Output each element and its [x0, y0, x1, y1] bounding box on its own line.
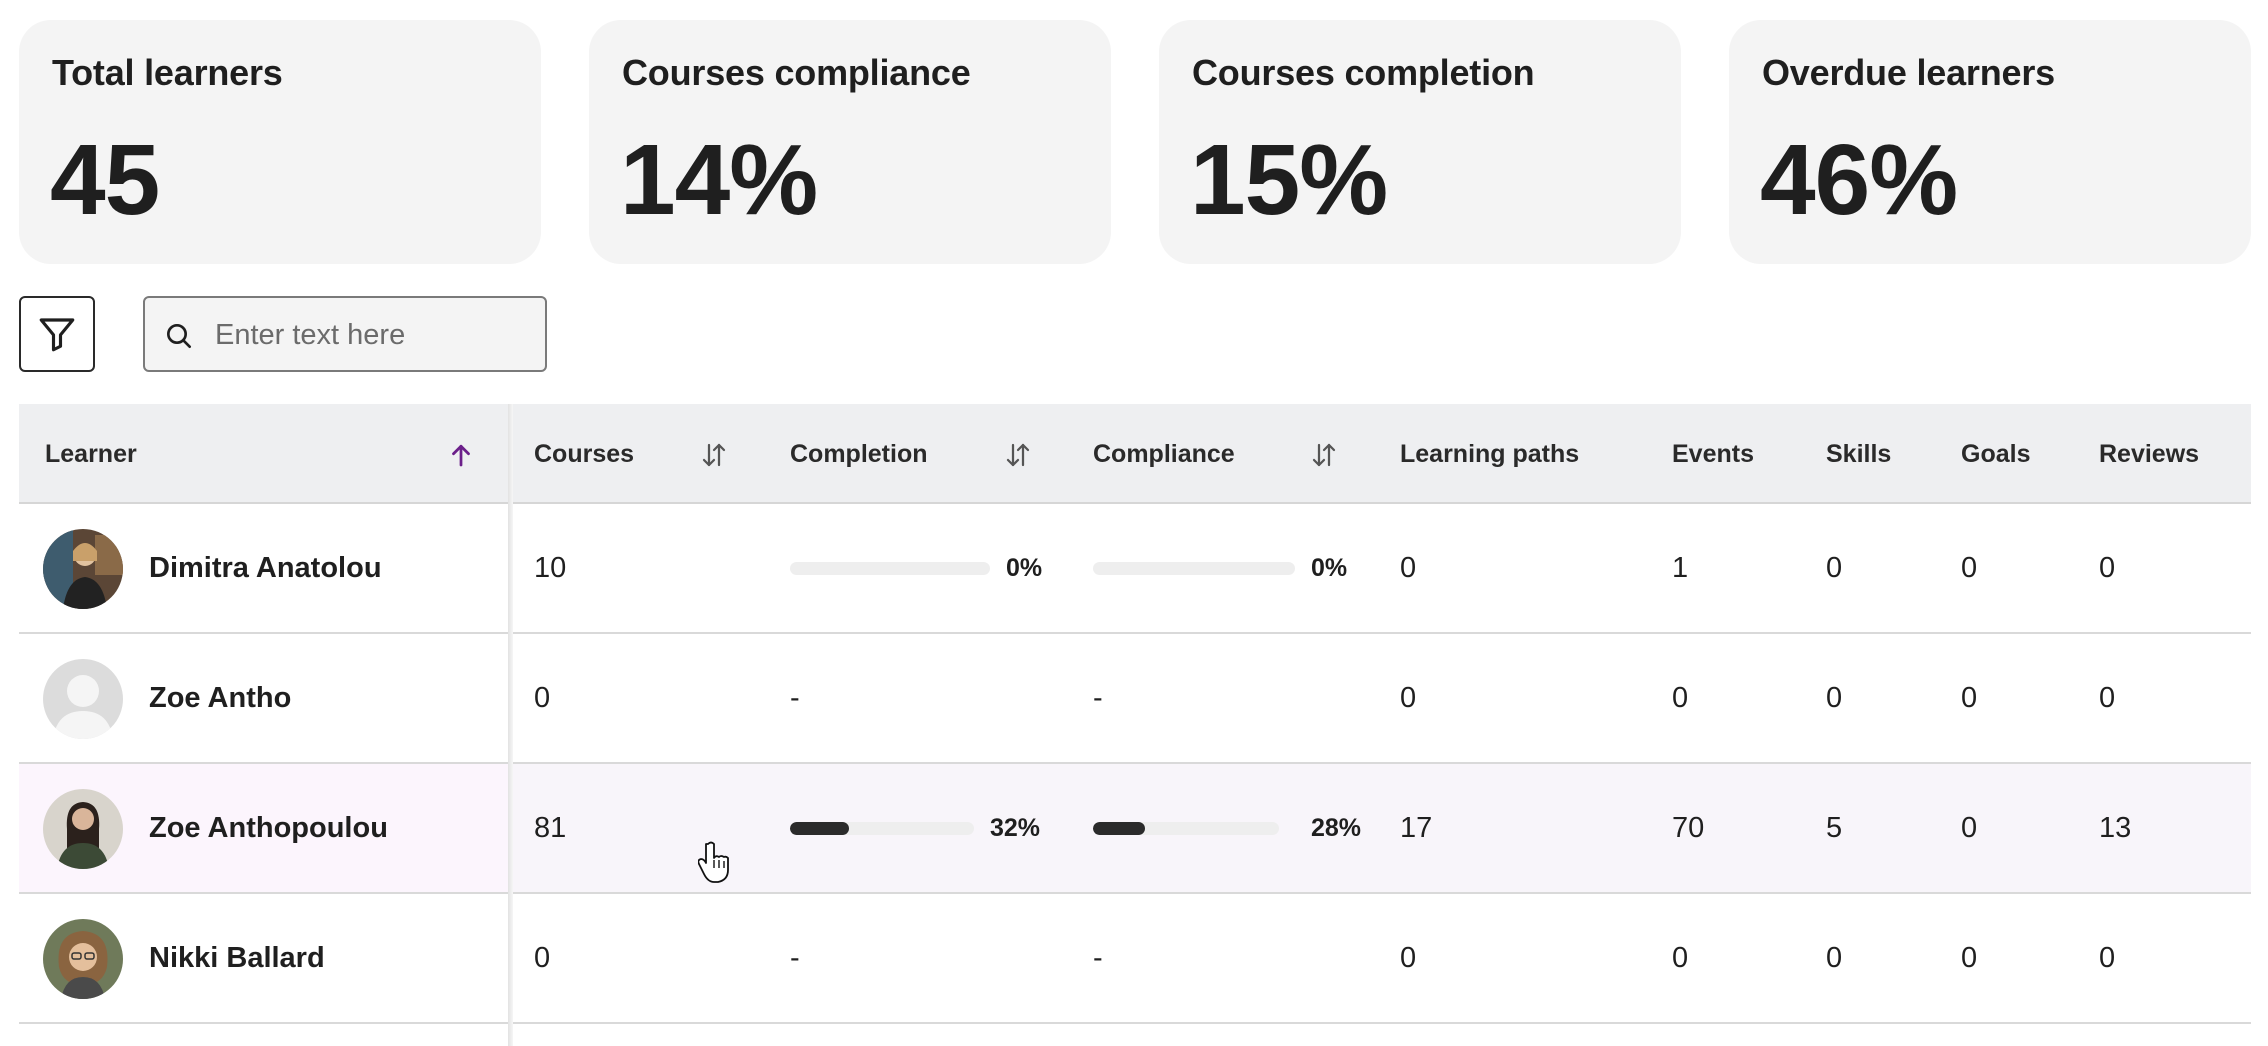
- learners-table: Learner Courses Completion: [19, 404, 2251, 1046]
- reviews-cell: 0: [2099, 551, 2116, 584]
- learner-name[interactable]: Zoe Antho: [149, 681, 292, 714]
- column-header-reviews: Reviews: [2099, 404, 2199, 504]
- progress-fill: [1093, 822, 1146, 835]
- sort-both-icon[interactable]: [1309, 440, 1339, 470]
- stat-card-courses-compliance: Courses compliance 14%: [589, 20, 1111, 264]
- goals-cell: 0: [1961, 811, 1978, 844]
- column-header-learner[interactable]: Learner: [45, 404, 137, 504]
- column-header-events: Events: [1672, 404, 1754, 504]
- table-row[interactable]: Zoe Antho 0 - - 0 0 0 0 0: [19, 634, 2251, 764]
- column-header-goals: Goals: [1961, 404, 2030, 504]
- progress-fill: [790, 822, 849, 835]
- completion-progress-bar: [790, 822, 974, 835]
- column-header-label: Reviews: [2099, 439, 2200, 468]
- completion-cell: -: [790, 941, 800, 974]
- learner-cell[interactable]: Nikki Ballard: [19, 894, 511, 1022]
- skills-cell: 0: [1826, 681, 1843, 714]
- learning-paths-cell: 0: [1400, 941, 1417, 974]
- completion-cell: -: [790, 681, 800, 714]
- stat-card-value: 45: [50, 124, 160, 236]
- filter-icon: [39, 318, 75, 352]
- learner-cell[interactable]: Zoe Antho: [19, 634, 511, 762]
- search-icon: [167, 324, 191, 348]
- column-header-label: Learner: [45, 439, 137, 468]
- table-header: Learner Courses Completion: [19, 404, 2251, 504]
- compliance-percent: 0%: [1311, 553, 1348, 582]
- courses-cell: 0: [534, 681, 551, 714]
- filter-button[interactable]: [19, 296, 95, 372]
- column-header-learning-paths: Learning paths: [1400, 404, 1579, 504]
- events-cell: 1: [1672, 551, 1689, 584]
- table-row[interactable]: Zoe Anthopoulou 81 32% 28% 17 70 5 0 13: [19, 764, 2251, 894]
- completion-percent: 32%: [990, 813, 1041, 842]
- goals-cell: 0: [1961, 551, 1978, 584]
- completion-progress-bar: [790, 562, 990, 575]
- stat-card-value: 15%: [1190, 124, 1388, 236]
- goals-cell: 0: [1961, 941, 1978, 974]
- reviews-cell: 13: [2099, 811, 2132, 844]
- column-header-courses[interactable]: Courses: [534, 404, 634, 504]
- learning-paths-cell: 17: [1400, 811, 1433, 844]
- skills-cell: 5: [1826, 811, 1843, 844]
- reviews-cell: 0: [2099, 681, 2116, 714]
- sticky-column-divider: [508, 404, 513, 1046]
- sort-both-icon[interactable]: [1003, 440, 1033, 470]
- column-header-label: Compliance: [1093, 439, 1235, 468]
- compliance-progress-bar: [1093, 822, 1279, 835]
- column-header-compliance[interactable]: Compliance: [1093, 404, 1235, 504]
- completion-percent: 0%: [1006, 553, 1043, 582]
- courses-cell: 81: [534, 811, 567, 844]
- search-input[interactable]: [215, 308, 535, 362]
- stat-card-title: Courses completion: [1192, 52, 1535, 93]
- avatar: [43, 659, 123, 739]
- learning-paths-cell: 0: [1400, 551, 1417, 584]
- events-cell: 0: [1672, 941, 1689, 974]
- avatar: [43, 529, 123, 609]
- default-avatar-icon: [43, 659, 123, 739]
- skills-cell: 0: [1826, 941, 1843, 974]
- learner-cell[interactable]: Zoe Anthopoulou: [19, 764, 511, 892]
- column-header-label: Events: [1672, 439, 1754, 468]
- avatar: [43, 789, 123, 869]
- column-header-skills: Skills: [1826, 404, 1891, 504]
- courses-cell: 10: [534, 551, 567, 584]
- events-cell: 0: [1672, 681, 1689, 714]
- stat-card-total-learners: Total learners 45: [19, 20, 541, 264]
- events-cell: 70: [1672, 811, 1705, 844]
- column-header-label: Completion: [790, 439, 928, 468]
- learner-cell[interactable]: Dimitra Anatolou: [19, 504, 511, 632]
- learner-name[interactable]: Nikki Ballard: [149, 941, 325, 974]
- table-row[interactable]: Dimitra Anatolou 10 0% 0% 0 1 0 0 0: [19, 504, 2251, 634]
- column-header-completion[interactable]: Completion: [790, 404, 928, 504]
- learner-name[interactable]: Zoe Anthopoulou: [149, 811, 388, 844]
- column-header-label: Skills: [1826, 439, 1892, 468]
- reviews-cell: 0: [2099, 941, 2116, 974]
- stat-card-title: Overdue learners: [1762, 52, 2055, 93]
- sort-both-icon[interactable]: [699, 440, 729, 470]
- stat-card-title: Courses compliance: [622, 52, 971, 93]
- column-header-label: Learning paths: [1400, 439, 1580, 468]
- courses-cell: 0: [534, 941, 551, 974]
- avatar: [43, 919, 123, 999]
- goals-cell: 0: [1961, 681, 1978, 714]
- skills-cell: 0: [1826, 551, 1843, 584]
- learner-name[interactable]: Dimitra Anatolou: [149, 551, 382, 584]
- sort-ascending-icon[interactable]: [446, 440, 476, 470]
- column-header-label: Courses: [534, 439, 635, 468]
- stat-card-courses-completion: Courses completion 15%: [1159, 20, 1681, 264]
- compliance-progress-bar: [1093, 562, 1295, 575]
- compliance-cell: -: [1093, 941, 1103, 974]
- column-header-label: Goals: [1961, 439, 2031, 468]
- compliance-cell: -: [1093, 681, 1103, 714]
- compliance-percent: 28%: [1311, 813, 1362, 842]
- stat-card-title: Total learners: [52, 52, 283, 93]
- learning-paths-cell: 0: [1400, 681, 1417, 714]
- stat-card-overdue-learners: Overdue learners 46%: [1729, 20, 2251, 264]
- table-row[interactable]: Nikki Ballard 0 - - 0 0 0 0 0: [19, 894, 2251, 1024]
- search-box: [143, 296, 547, 372]
- stat-card-value: 14%: [620, 124, 818, 236]
- stat-card-value: 46%: [1760, 124, 1958, 236]
- stat-cards: Total learners 45 Courses compliance 14%…: [19, 20, 2251, 264]
